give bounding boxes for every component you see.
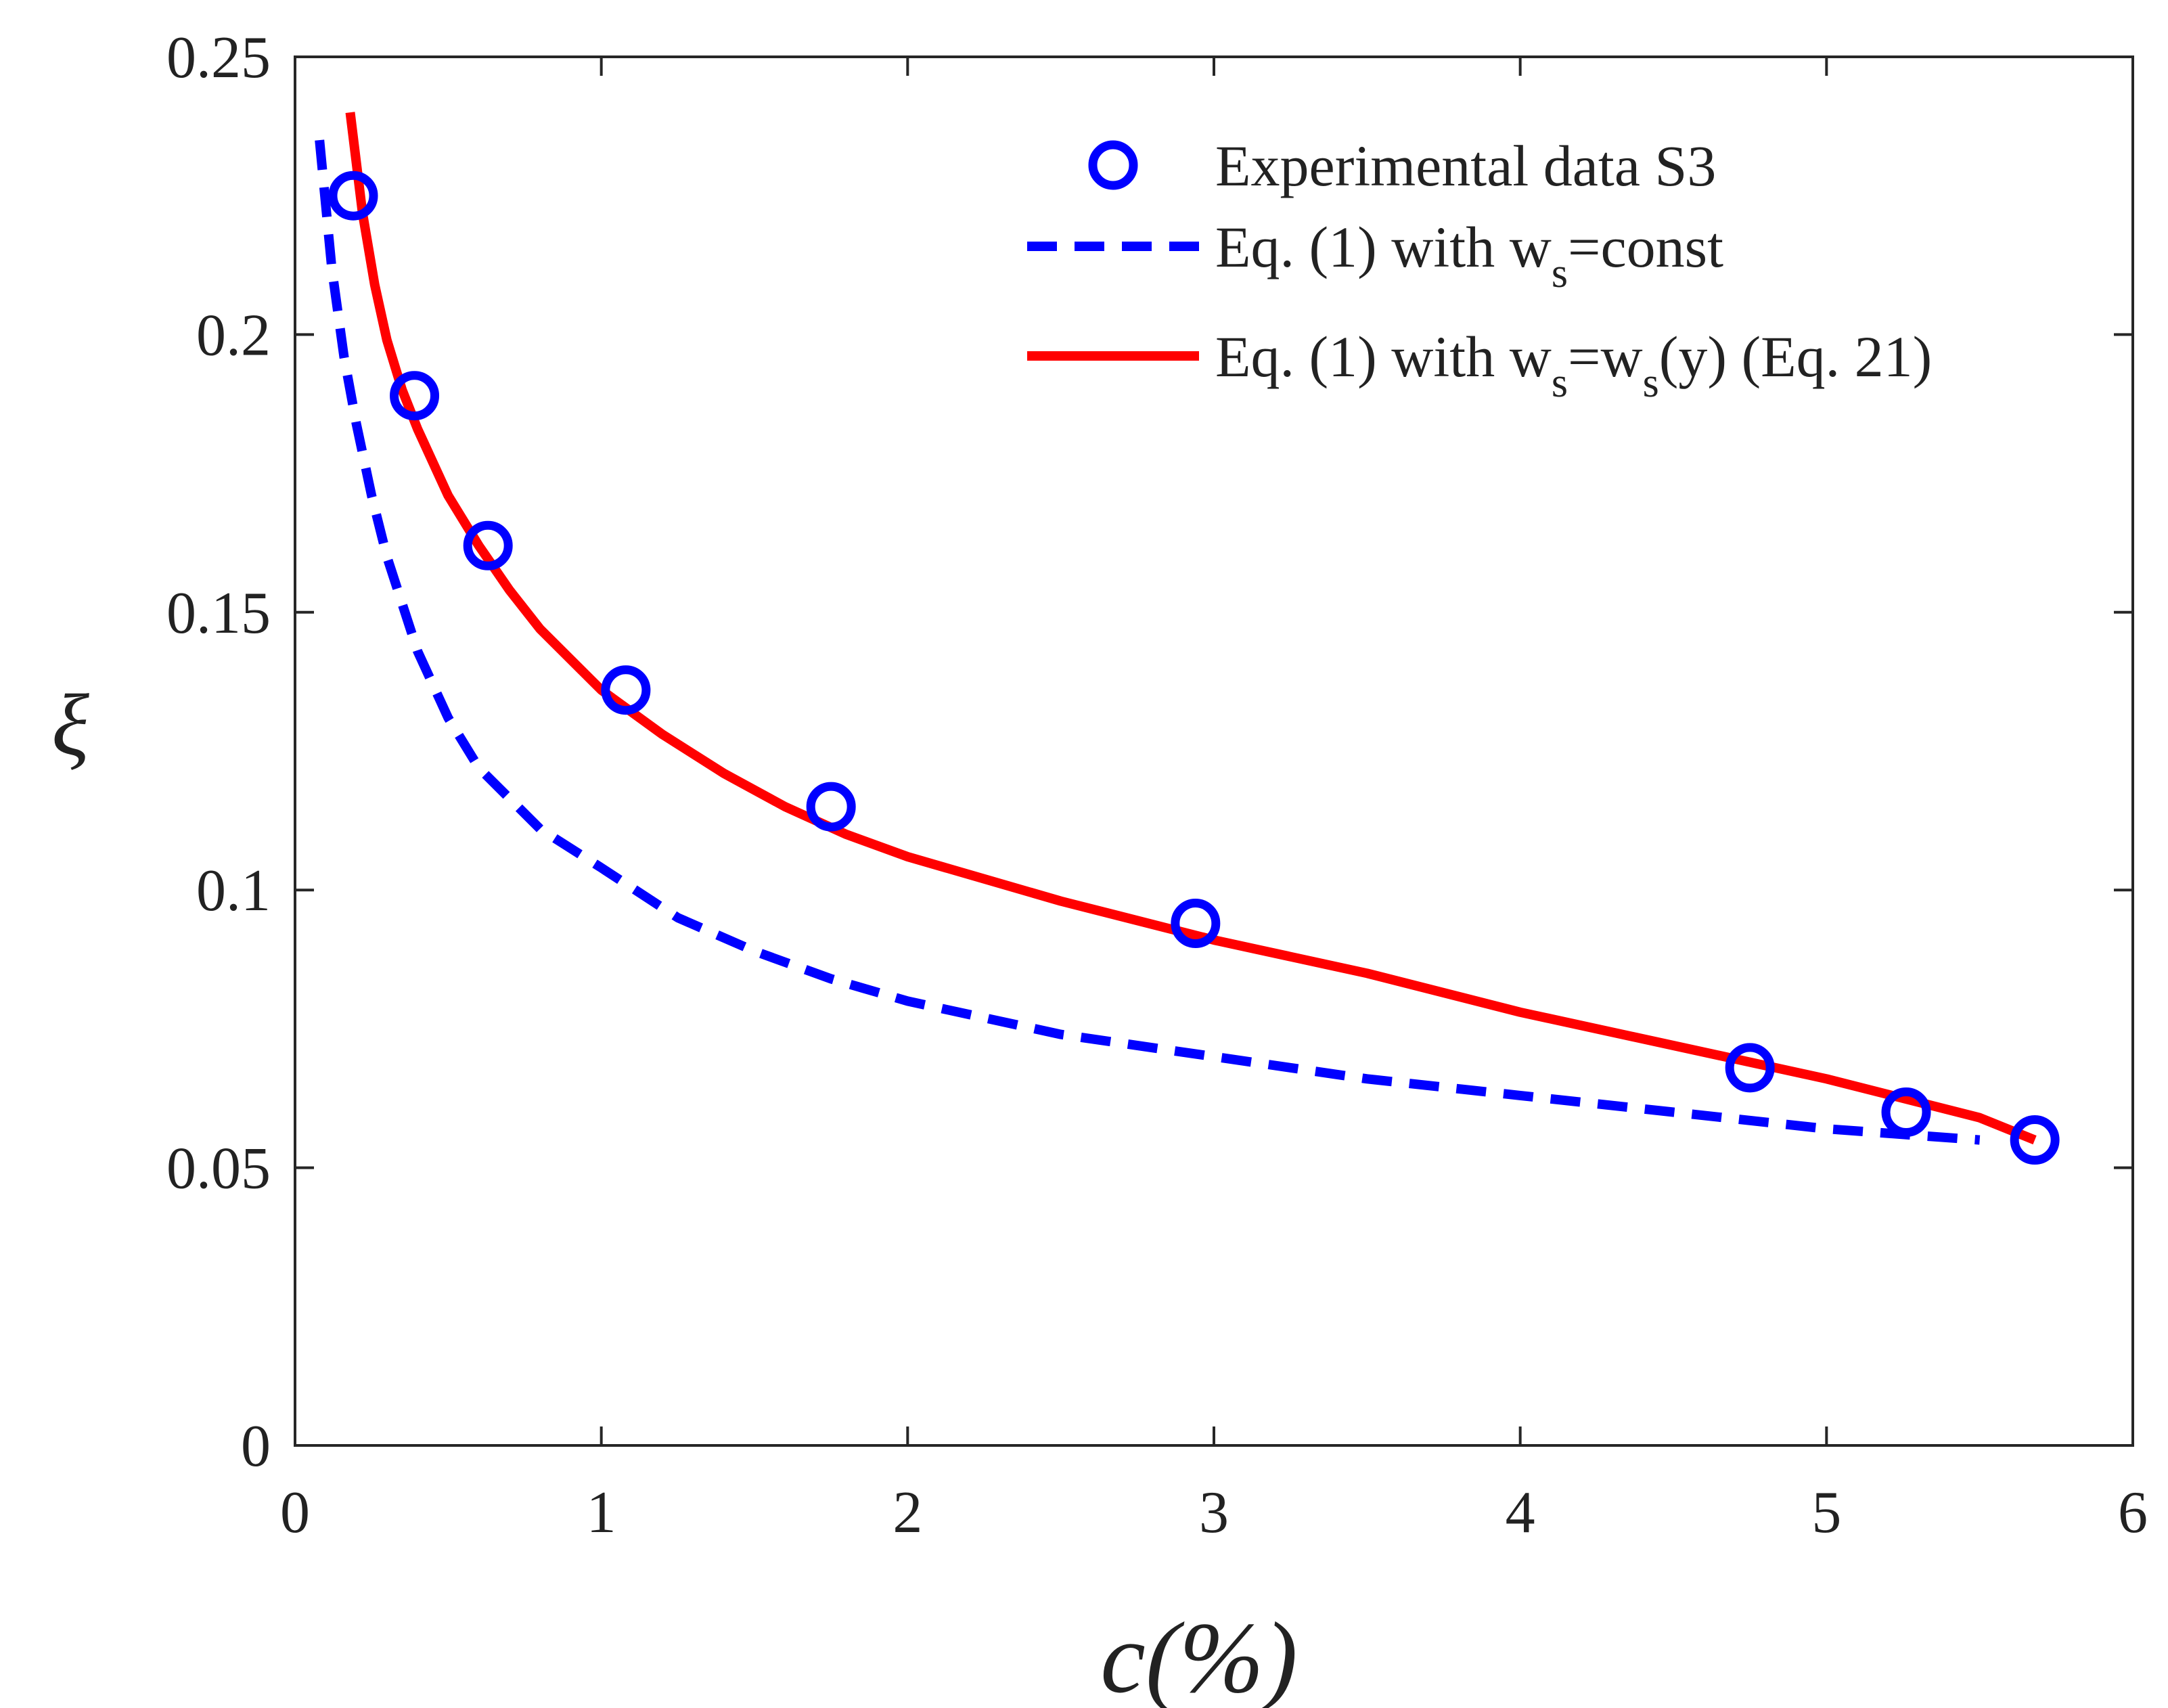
- data-point: [1171, 898, 1221, 948]
- legend-subscript: s: [1643, 360, 1659, 406]
- data-point: [328, 171, 378, 221]
- legend-entry-label: Experimental data S3: [1215, 133, 1716, 198]
- legend-text-part: Eq. (1) with w: [1215, 215, 1552, 279]
- x-tick-label: 2: [893, 1480, 922, 1546]
- y-tick-label: 0.1: [196, 858, 271, 924]
- legend-subscript: s: [1552, 250, 1568, 296]
- data-point: [1725, 1043, 1775, 1093]
- legend-subscript: s: [1552, 360, 1568, 406]
- legend-text-part: (y) (Eq. 21): [1659, 324, 1933, 389]
- series-line-dashed: [315, 139, 1981, 1145]
- y-tick-label: 0.15: [166, 581, 271, 646]
- tick-layer: 0 1 2 3 4 5 6 0 0.05 0.1 0.15 0.2 0.25: [166, 25, 2148, 1546]
- data-point: [2010, 1115, 2060, 1165]
- x-axis-title: c(%): [1100, 1602, 1297, 1708]
- x-tick-label: 3: [1199, 1480, 1229, 1546]
- x-tick-label: 5: [1811, 1480, 1841, 1546]
- data-point: [806, 782, 856, 832]
- x-tick-label: 6: [2118, 1480, 2148, 1546]
- data-point: [601, 665, 651, 715]
- series-layer: [315, 112, 2060, 1165]
- y-tick-label: 0: [241, 1414, 271, 1479]
- legend-text-part: Eq. (1) with w: [1215, 324, 1552, 389]
- legend-entry-label: Eq. (1) with ws=ws(y) (Eq. 21): [1215, 324, 1932, 406]
- y-tick-label: 0.05: [166, 1136, 271, 1202]
- legend-text-part: =w: [1568, 324, 1643, 389]
- legend-entry-label: Eq. (1) with ws=const: [1215, 215, 1723, 296]
- data-point: [1881, 1087, 1931, 1138]
- x-tick-label: 1: [587, 1480, 616, 1546]
- y-tick-label: 0.2: [196, 302, 271, 368]
- x-tick-label: 4: [1506, 1480, 1535, 1546]
- x-tick-label: 0: [280, 1480, 310, 1546]
- data-point: [390, 371, 440, 421]
- y-tick-label: 0.25: [166, 25, 271, 91]
- legend-marker-circle: [1088, 140, 1138, 190]
- data-point: [463, 520, 513, 570]
- legend-text-part: =const: [1568, 215, 1723, 279]
- y-axis-title: ξ: [51, 677, 89, 774]
